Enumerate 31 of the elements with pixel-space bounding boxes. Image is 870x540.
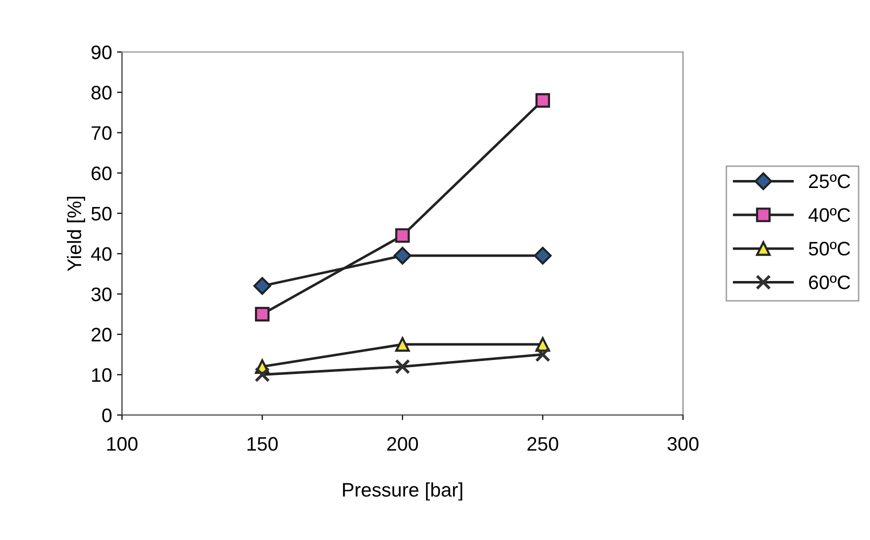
x-tick-label: 300 [668, 437, 698, 451]
point [254, 367, 270, 382]
y-tick-label: 20 [92, 328, 112, 342]
x-axis-title: Pressure [bar] [343, 482, 462, 501]
legend-label: 50ºC [808, 242, 850, 256]
y-tick-label: 0 [102, 408, 112, 422]
y-tick-label: 40 [91, 247, 112, 261]
legend-label: 60ºC [809, 275, 850, 290]
y-tick-label: 70 [92, 126, 112, 140]
legend-label: 25ºC [809, 174, 850, 188]
point [394, 358, 410, 374]
x-tick-label: 200 [387, 437, 418, 451]
y-tick-label: 80 [91, 86, 112, 100]
point [395, 337, 410, 352]
point [394, 246, 412, 265]
y-tick-label: 10 [92, 368, 112, 382]
legend-label: 40ºC [808, 208, 850, 222]
y-tick-label: 30 [91, 287, 112, 302]
point [535, 93, 550, 108]
y-axis-title: Yield [%] [66, 196, 86, 272]
y-tick-label: 60 [92, 166, 112, 180]
point [254, 306, 270, 322]
point [395, 228, 410, 243]
point [535, 346, 550, 362]
x-tick-label: 250 [528, 437, 558, 451]
point [253, 277, 272, 295]
point [534, 246, 552, 265]
y-tick-label: 50 [91, 206, 112, 221]
x-tick-label: 150 [248, 437, 278, 451]
x-tick-label: 100 [107, 437, 138, 451]
y-tick-label: 90 [92, 45, 112, 60]
